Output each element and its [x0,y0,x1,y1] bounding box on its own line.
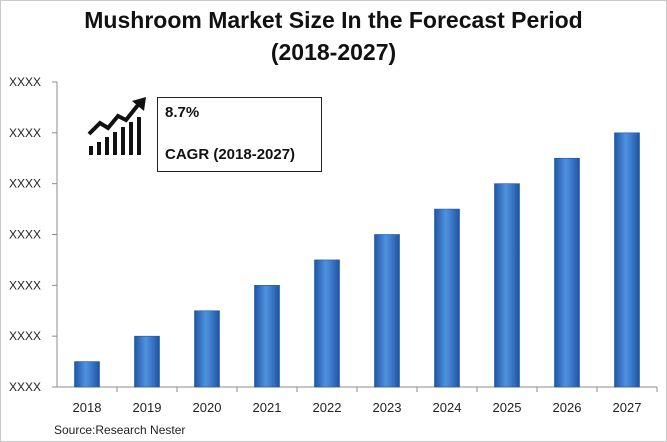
x-tick-label: 2024 [433,400,462,415]
chart-title-line1: Mushroom Market Size In the Forecast Per… [84,7,583,33]
chart-bars [74,132,640,388]
source-note: Source:Research Nester [54,423,186,437]
bar-2021 [254,285,280,388]
x-tick-label: 2023 [373,400,402,415]
chart-title: Mushroom Market Size In the Forecast Per… [0,4,667,68]
x-tick-label: 2027 [613,400,642,415]
x-tick-label: 2019 [133,400,162,415]
x-tick-label: 2021 [253,400,282,415]
bar-2018 [74,361,100,388]
x-tick-label: 2022 [313,400,342,415]
y-tick-label: XXXX [9,177,41,191]
y-tick-label: XXXX [9,228,41,242]
chart-title-line2: (2018-2027) [270,39,397,65]
bar-2027 [614,132,640,388]
bar-2020 [194,310,220,388]
cagr-label: CAGR (2018-2027) [165,146,296,163]
chart-labels: XXXX XXXX XXXX XXXX XXXX XXXX XXXX 2018 2019 2020… [9,75,641,415]
y-tick-label: XXXX [9,380,41,394]
y-tick-label: XXXX [9,126,41,140]
bar-2023 [374,234,400,388]
cagr-annotation-box [157,97,322,172]
y-tick-label: XXXX [9,329,41,343]
cagr-value: 8.7% [165,104,200,121]
y-tick-label: XXXX [9,75,41,89]
x-tick-label: 2020 [193,400,222,415]
bar-2022 [314,259,340,388]
y-tick-label: XXXX [9,278,41,292]
x-tick-label: 2018 [73,400,102,415]
bar-2025 [494,183,520,388]
bar-2024 [434,208,460,388]
x-tick-label: 2025 [493,400,522,415]
bar-2019 [134,335,160,388]
bar-2026 [554,157,580,388]
x-tick-label: 2026 [553,400,582,415]
